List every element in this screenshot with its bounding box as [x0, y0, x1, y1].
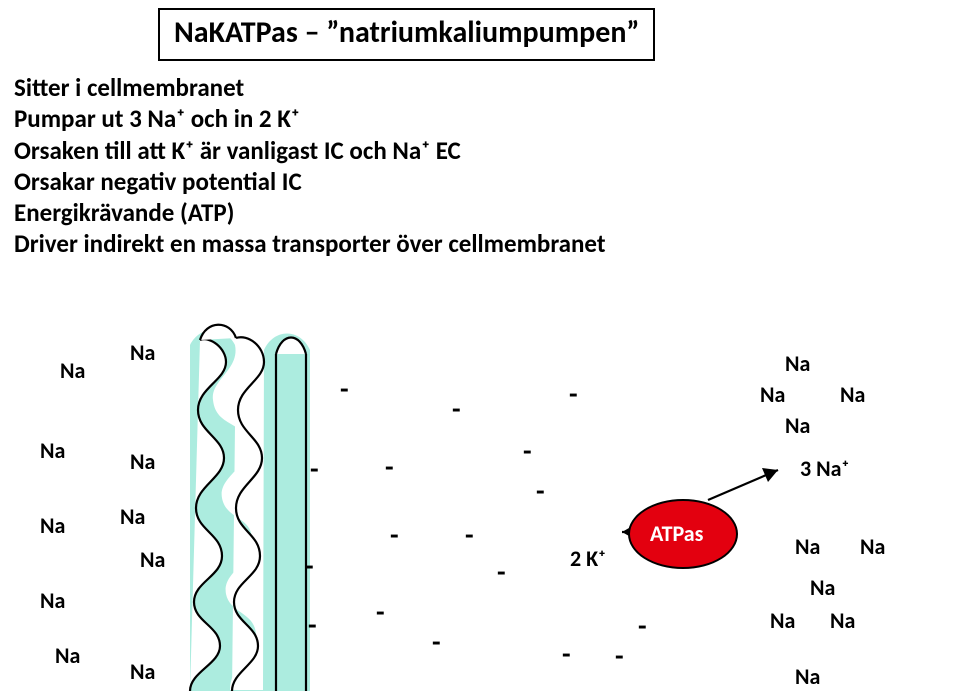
- membrane-left-inner: [232, 337, 264, 691]
- membrane-top-arc: [200, 325, 236, 340]
- cell-membrane: [0, 0, 960, 691]
- atpase-pump: [628, 499, 738, 569]
